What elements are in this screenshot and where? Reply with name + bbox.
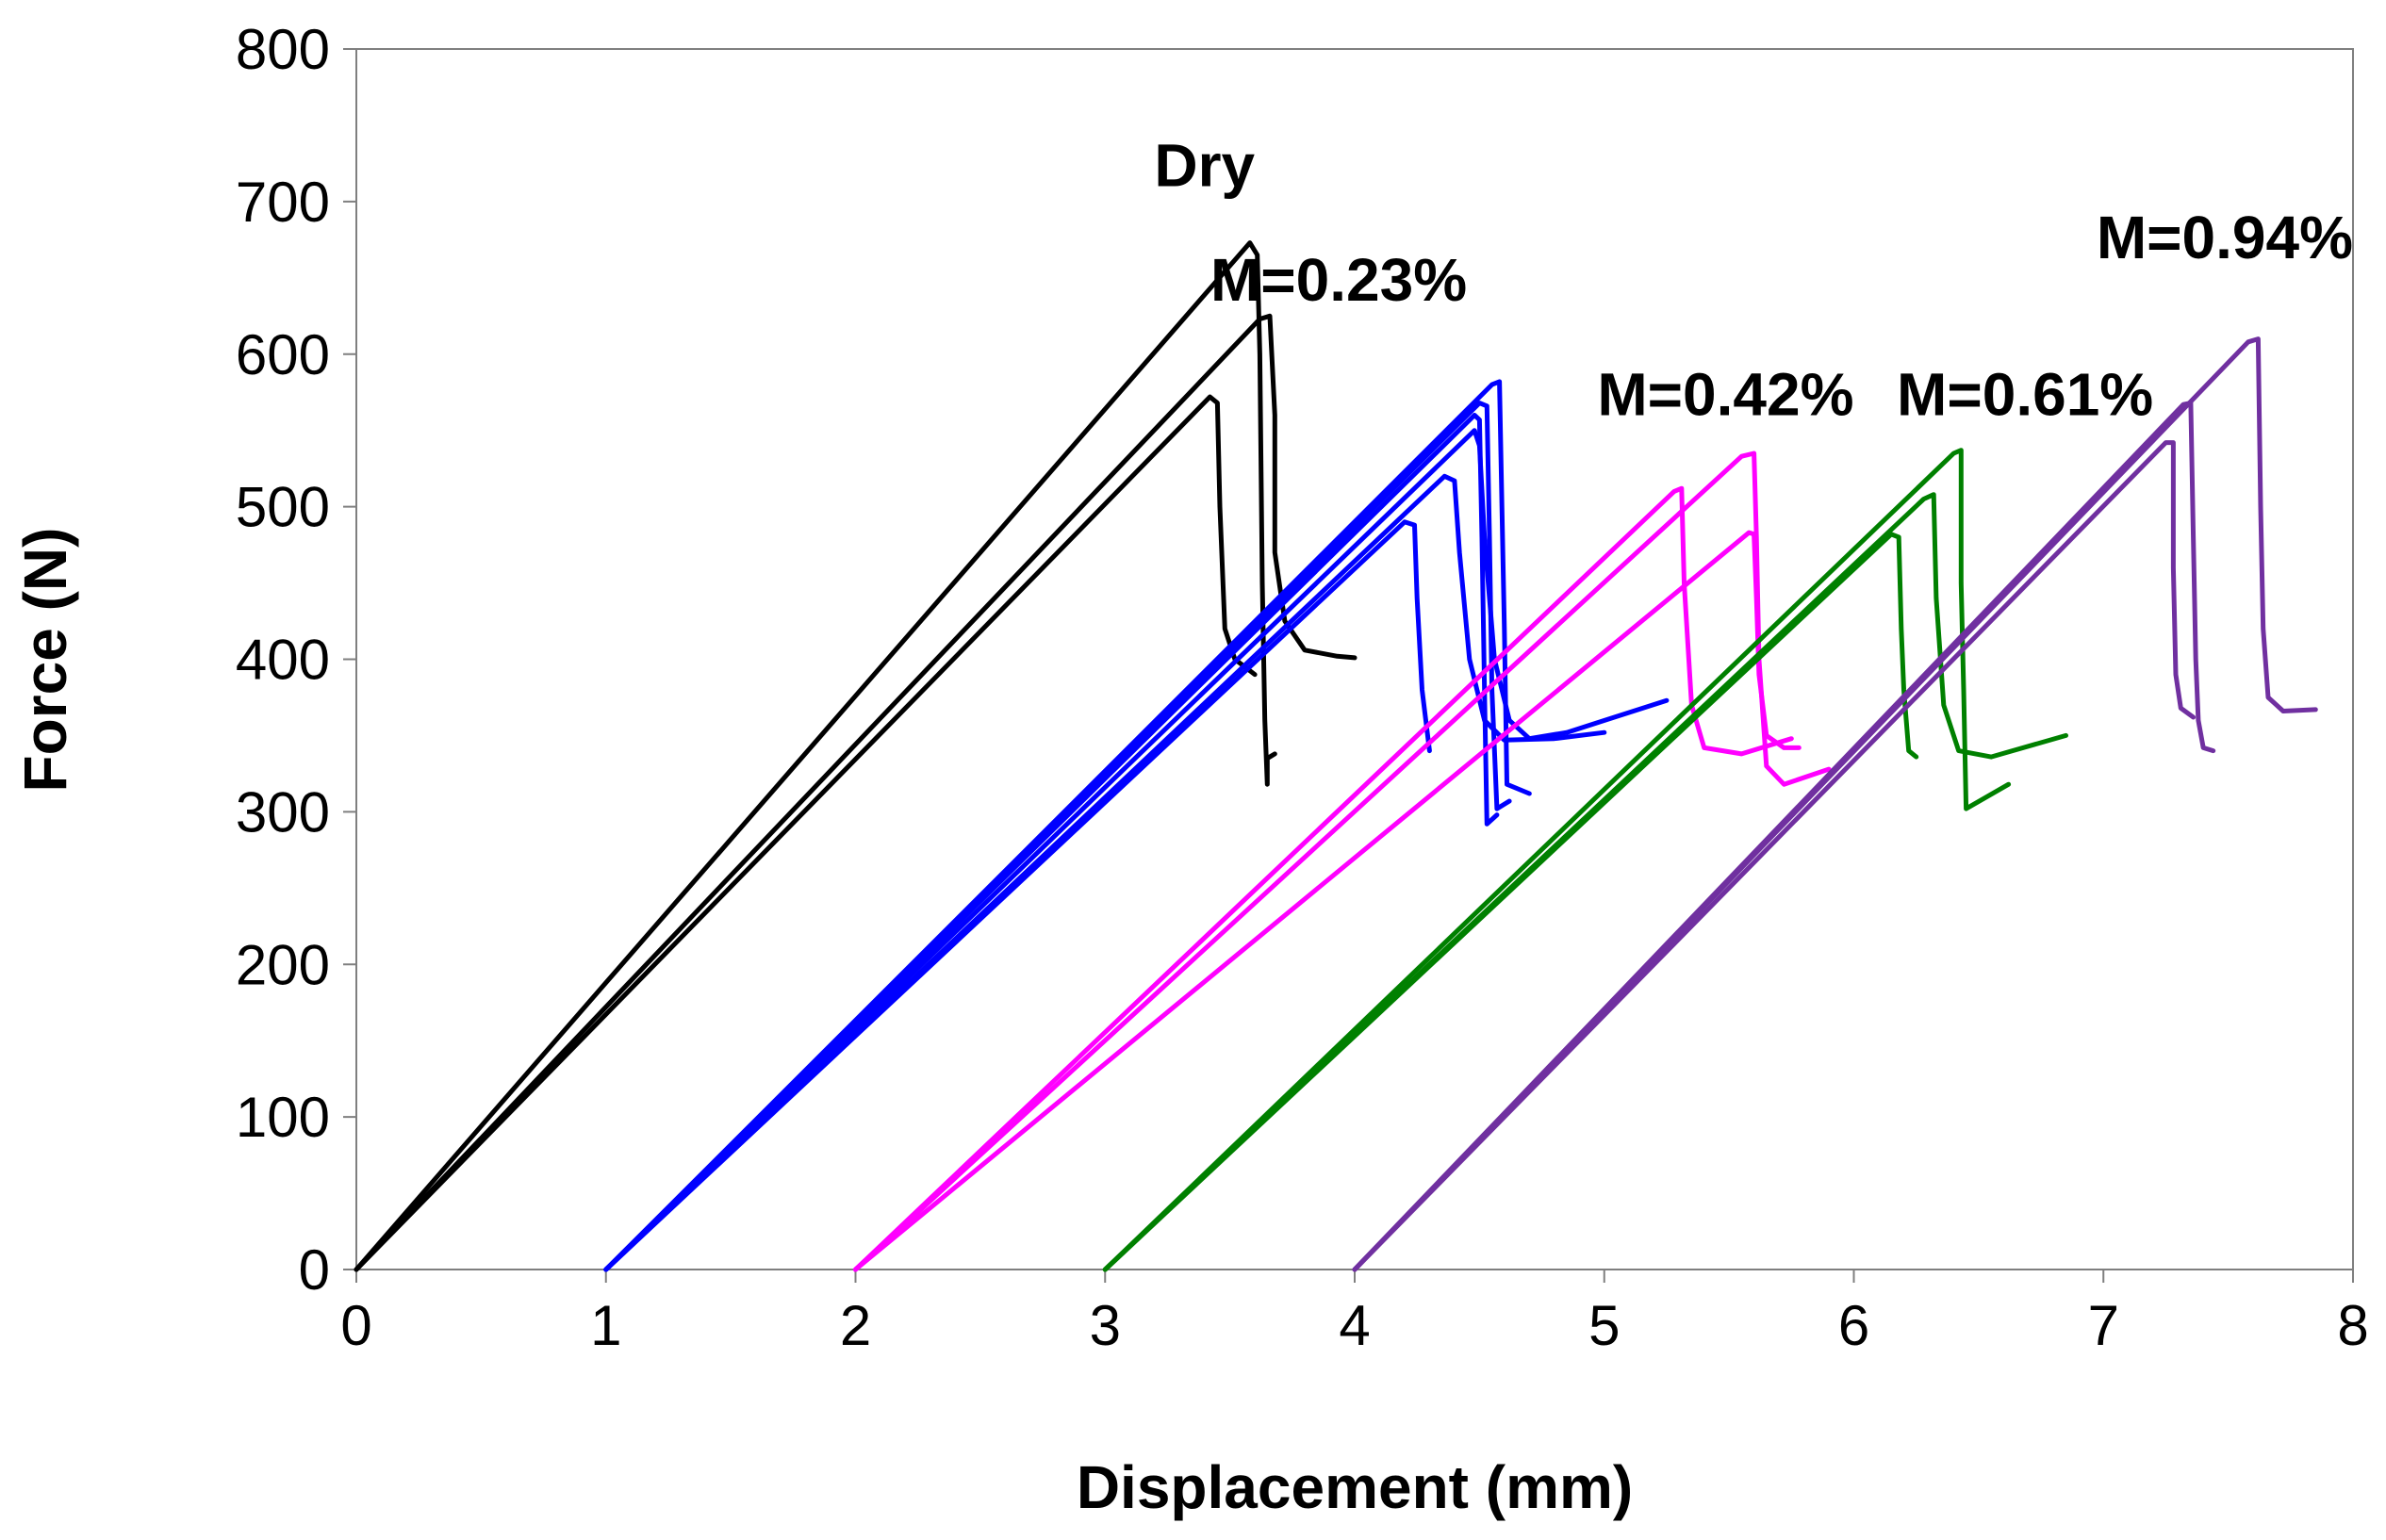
series-label-m-0-42: M=0.42% [1597, 361, 1853, 429]
curve-m-0-42-3 [853, 530, 1802, 1272]
y-tick-label: 400 [236, 629, 330, 692]
x-tick-label: 8 [2337, 1294, 2368, 1357]
curve-m-0-23-2 [603, 401, 1512, 1272]
y-tick-label: 500 [236, 476, 330, 539]
curve-m-0-94-3 [1352, 440, 2197, 1272]
curve-m-0-61-2 [1102, 492, 2068, 1272]
x-tick-label: 3 [1090, 1294, 1121, 1357]
y-tick-label: 800 [236, 18, 330, 81]
curve-m-0-23-4 [603, 473, 1607, 1272]
curve-m-0-42-2 [853, 485, 1794, 1272]
y-tick-label: 100 [236, 1086, 330, 1149]
curve-m-0-23-3 [603, 413, 1500, 1272]
y-tick-label: 600 [236, 323, 330, 386]
curve-m-0-23-1 [603, 379, 1532, 1272]
x-tick-label: 2 [840, 1294, 871, 1357]
series-m-0-94 [1352, 336, 2318, 1272]
y-tick-label: 700 [236, 171, 330, 234]
y-tick-label: 200 [236, 933, 330, 996]
curve-m-0-94-2 [1352, 401, 2216, 1272]
series-m-0-42 [853, 451, 1832, 1272]
y-axis-title: Force (N) [11, 528, 79, 793]
series-dry [354, 240, 1358, 1272]
y-tick-label: 300 [236, 780, 330, 844]
curve-dry-2 [354, 313, 1358, 1272]
x-tick-label: 5 [1588, 1294, 1620, 1357]
x-tick-label: 7 [2088, 1294, 2119, 1357]
series-m-0-61 [1102, 448, 2068, 1272]
series-label-m-0-23: M=0.23% [1210, 246, 1467, 314]
curve-m-0-61-1 [1102, 448, 2012, 1272]
series-curves [354, 240, 2318, 1272]
series-label-m-0-94: M=0.94% [2097, 204, 2353, 271]
x-tick-label: 0 [340, 1294, 371, 1357]
y-tick-label: 0 [299, 1238, 330, 1302]
curve-m-0-94-1 [1352, 336, 2318, 1272]
curve-m-0-61-3 [1102, 532, 1919, 1272]
x-axis-title: Displacement (mm) [1077, 1453, 1633, 1521]
x-tick-label: 1 [590, 1294, 621, 1357]
x-tick-label: 6 [1838, 1294, 1869, 1357]
x-tick-label: 4 [1339, 1294, 1370, 1357]
x-axis: 0 1 2 3 4 5 6 7 8 [340, 1269, 2369, 1357]
series-m-0-23 [603, 379, 1670, 1272]
curve-m-0-23-5 [603, 519, 1432, 1272]
curve-dry-1 [354, 240, 1277, 1272]
series-labels: Dry M=0.23% M=0.42% M=0.61% M=0.94% [1154, 132, 2353, 429]
y-axis: 0 100 200 300 400 500 600 700 800 [236, 18, 357, 1302]
series-label-dry: Dry [1154, 132, 1255, 200]
series-label-m-0-61: M=0.61% [1897, 361, 2153, 429]
curve-dry-3 [354, 394, 1258, 1272]
